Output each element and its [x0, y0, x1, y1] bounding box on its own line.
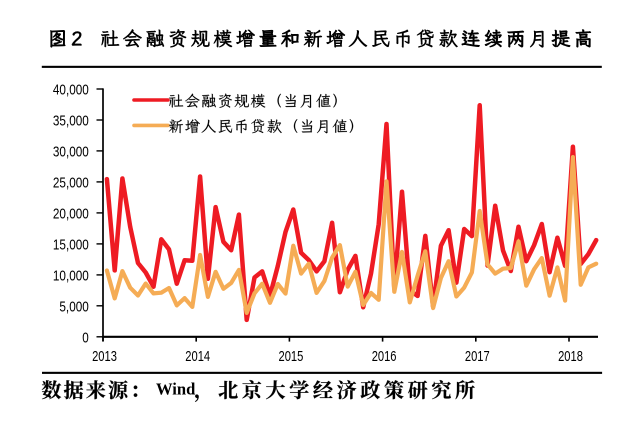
- svg-text:0: 0: [82, 330, 89, 346]
- svg-text:10,000: 10,000: [53, 269, 89, 285]
- svg-text:30,000: 30,000: [53, 145, 89, 161]
- svg-text:2015: 2015: [279, 349, 304, 365]
- svg-text:15,000: 15,000: [53, 238, 89, 254]
- svg-text:Wind: Wind: [156, 379, 196, 398]
- svg-text:25,000: 25,000: [53, 176, 89, 192]
- svg-text:2018: 2018: [558, 349, 583, 365]
- svg-text:35,000: 35,000: [53, 114, 89, 130]
- svg-text:2013: 2013: [92, 349, 117, 365]
- svg-text:2017: 2017: [465, 349, 490, 365]
- svg-text:20,000: 20,000: [53, 207, 89, 223]
- svg-text:2014: 2014: [185, 349, 210, 365]
- svg-text:5,000: 5,000: [59, 299, 88, 315]
- svg-text:2016: 2016: [372, 349, 397, 365]
- svg-text:40,000: 40,000: [53, 83, 89, 99]
